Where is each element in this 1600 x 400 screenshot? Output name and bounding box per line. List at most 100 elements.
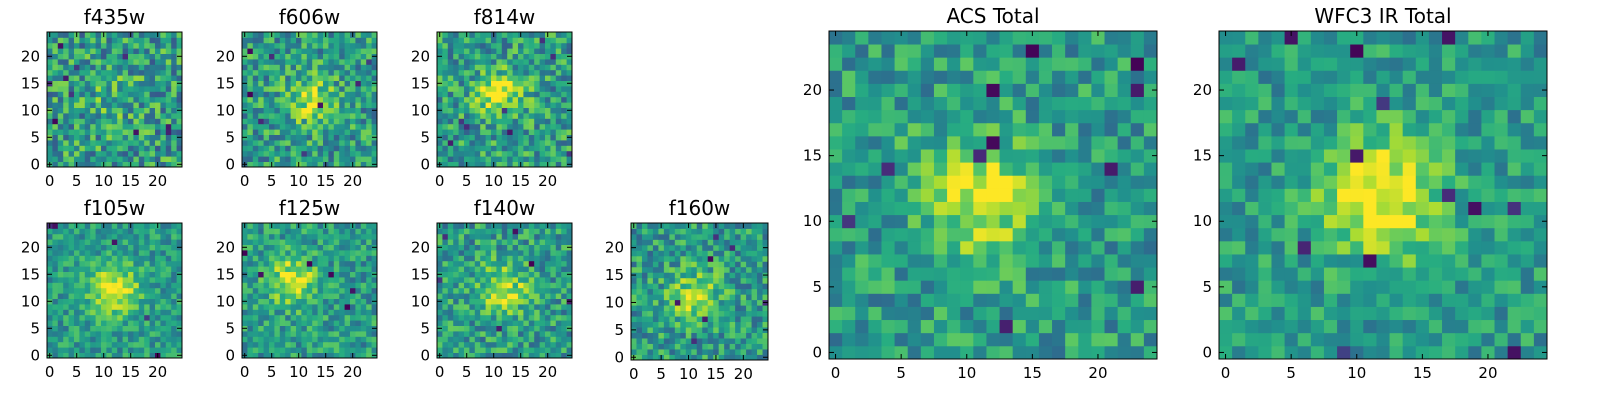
heatmap-cell — [111, 266, 118, 272]
heatmap-cell — [333, 75, 340, 81]
y-tick-label: 15 — [411, 74, 430, 92]
heatmap-cell — [518, 298, 524, 305]
heatmap-cell — [57, 129, 64, 135]
heatmap-cell — [442, 266, 449, 272]
heatmap-cell — [539, 134, 546, 141]
heatmap-cell — [366, 223, 372, 229]
heatmap-cell — [52, 309, 59, 316]
heatmap-cell — [312, 107, 318, 114]
heatmap-cell — [63, 282, 69, 289]
heatmap-cell — [366, 233, 372, 240]
heatmap-cell — [52, 239, 59, 245]
heatmap-cell — [550, 161, 557, 168]
heatmap-cell — [539, 102, 546, 108]
heatmap-cell — [534, 161, 540, 168]
heatmap-cell — [63, 91, 69, 98]
heatmap-cell — [344, 91, 351, 98]
heatmap-cell — [507, 102, 513, 108]
heatmap-cell — [534, 140, 540, 146]
heatmap-cell — [501, 239, 508, 245]
heatmap-cell — [691, 250, 698, 257]
heatmap-cell — [669, 316, 676, 323]
heatmap-cell — [360, 266, 367, 272]
heatmap-cell — [171, 150, 177, 157]
heatmap-cell — [122, 102, 129, 108]
heatmap-cell — [122, 69, 129, 76]
heatmap-cell — [474, 129, 481, 135]
heatmap-cell — [90, 80, 96, 87]
heatmap-cell — [128, 239, 134, 245]
heatmap-cell — [47, 255, 53, 262]
heatmap-cell — [631, 343, 637, 350]
heatmap-cell — [111, 314, 118, 321]
heatmap-cell — [740, 239, 747, 246]
heatmap-cell — [762, 349, 769, 355]
heatmap-cell — [263, 37, 270, 44]
heatmap-cell — [474, 298, 481, 305]
heatmap-cell — [707, 223, 714, 229]
heatmap-cell — [674, 277, 681, 284]
heatmap-cell — [518, 287, 524, 294]
heatmap-cell — [685, 349, 692, 355]
heatmap-cell — [496, 150, 503, 157]
heatmap-cell — [762, 294, 769, 301]
heatmap-cell — [491, 48, 497, 54]
heatmap-cell — [106, 91, 113, 98]
heatmap-cell — [128, 287, 134, 294]
heatmap-cell — [636, 233, 643, 240]
heatmap-cell — [339, 113, 345, 119]
heatmap-cell — [285, 250, 291, 256]
heatmap-cell — [550, 260, 557, 267]
heatmap-cell — [523, 309, 530, 316]
heatmap-cell — [539, 123, 546, 130]
heatmap-cell — [501, 48, 508, 54]
heatmap-cell — [829, 175, 843, 189]
heatmap-cell — [155, 331, 161, 337]
heatmap-cell — [242, 336, 248, 343]
heatmap-cell — [111, 96, 118, 103]
heatmap-cell — [539, 118, 546, 125]
heatmap-cell — [63, 271, 69, 278]
heatmap-cell — [252, 309, 259, 316]
heatmap-cell — [95, 239, 102, 245]
heatmap-cell — [550, 255, 557, 262]
heatmap-cell — [95, 325, 102, 332]
heatmap-cell — [669, 327, 676, 333]
heatmap-cell — [641, 321, 648, 328]
heatmap-cell — [707, 349, 714, 355]
heatmap-cell — [306, 150, 313, 157]
heatmap-cell — [84, 96, 91, 103]
heatmap-cell — [528, 233, 535, 240]
heatmap-cell — [242, 287, 248, 294]
heatmap-cell — [149, 331, 156, 337]
heatmap-cell — [258, 107, 264, 114]
heatmap-cell — [117, 304, 123, 310]
heatmap-cell — [263, 64, 270, 71]
heatmap-cell — [133, 140, 140, 146]
heatmap-cell — [328, 239, 335, 245]
heatmap-cell — [52, 156, 59, 162]
heatmap-cell — [539, 282, 546, 289]
heatmap-cell — [101, 277, 107, 283]
heatmap-cell — [301, 314, 308, 321]
heatmap-cell — [138, 347, 145, 353]
heatmap-cell — [1052, 240, 1066, 255]
heatmap-cell — [176, 32, 183, 38]
heatmap-cell — [458, 287, 465, 294]
heatmap-cell — [437, 118, 443, 125]
heatmap-cell — [144, 145, 150, 152]
heatmap-cell — [566, 150, 573, 157]
heatmap-cell — [685, 288, 692, 295]
heatmap-cell — [328, 352, 335, 359]
heatmap-cell — [534, 233, 540, 240]
heatmap-cell — [366, 336, 372, 343]
heatmap-cell — [63, 266, 69, 272]
heatmap-cell — [1078, 227, 1092, 242]
heatmap-cell — [263, 228, 270, 235]
heatmap-cell — [171, 75, 177, 81]
heatmap-cell — [561, 32, 567, 38]
heatmap-cell — [947, 227, 961, 242]
heatmap-cell — [79, 37, 86, 44]
heatmap-cell — [999, 240, 1014, 255]
